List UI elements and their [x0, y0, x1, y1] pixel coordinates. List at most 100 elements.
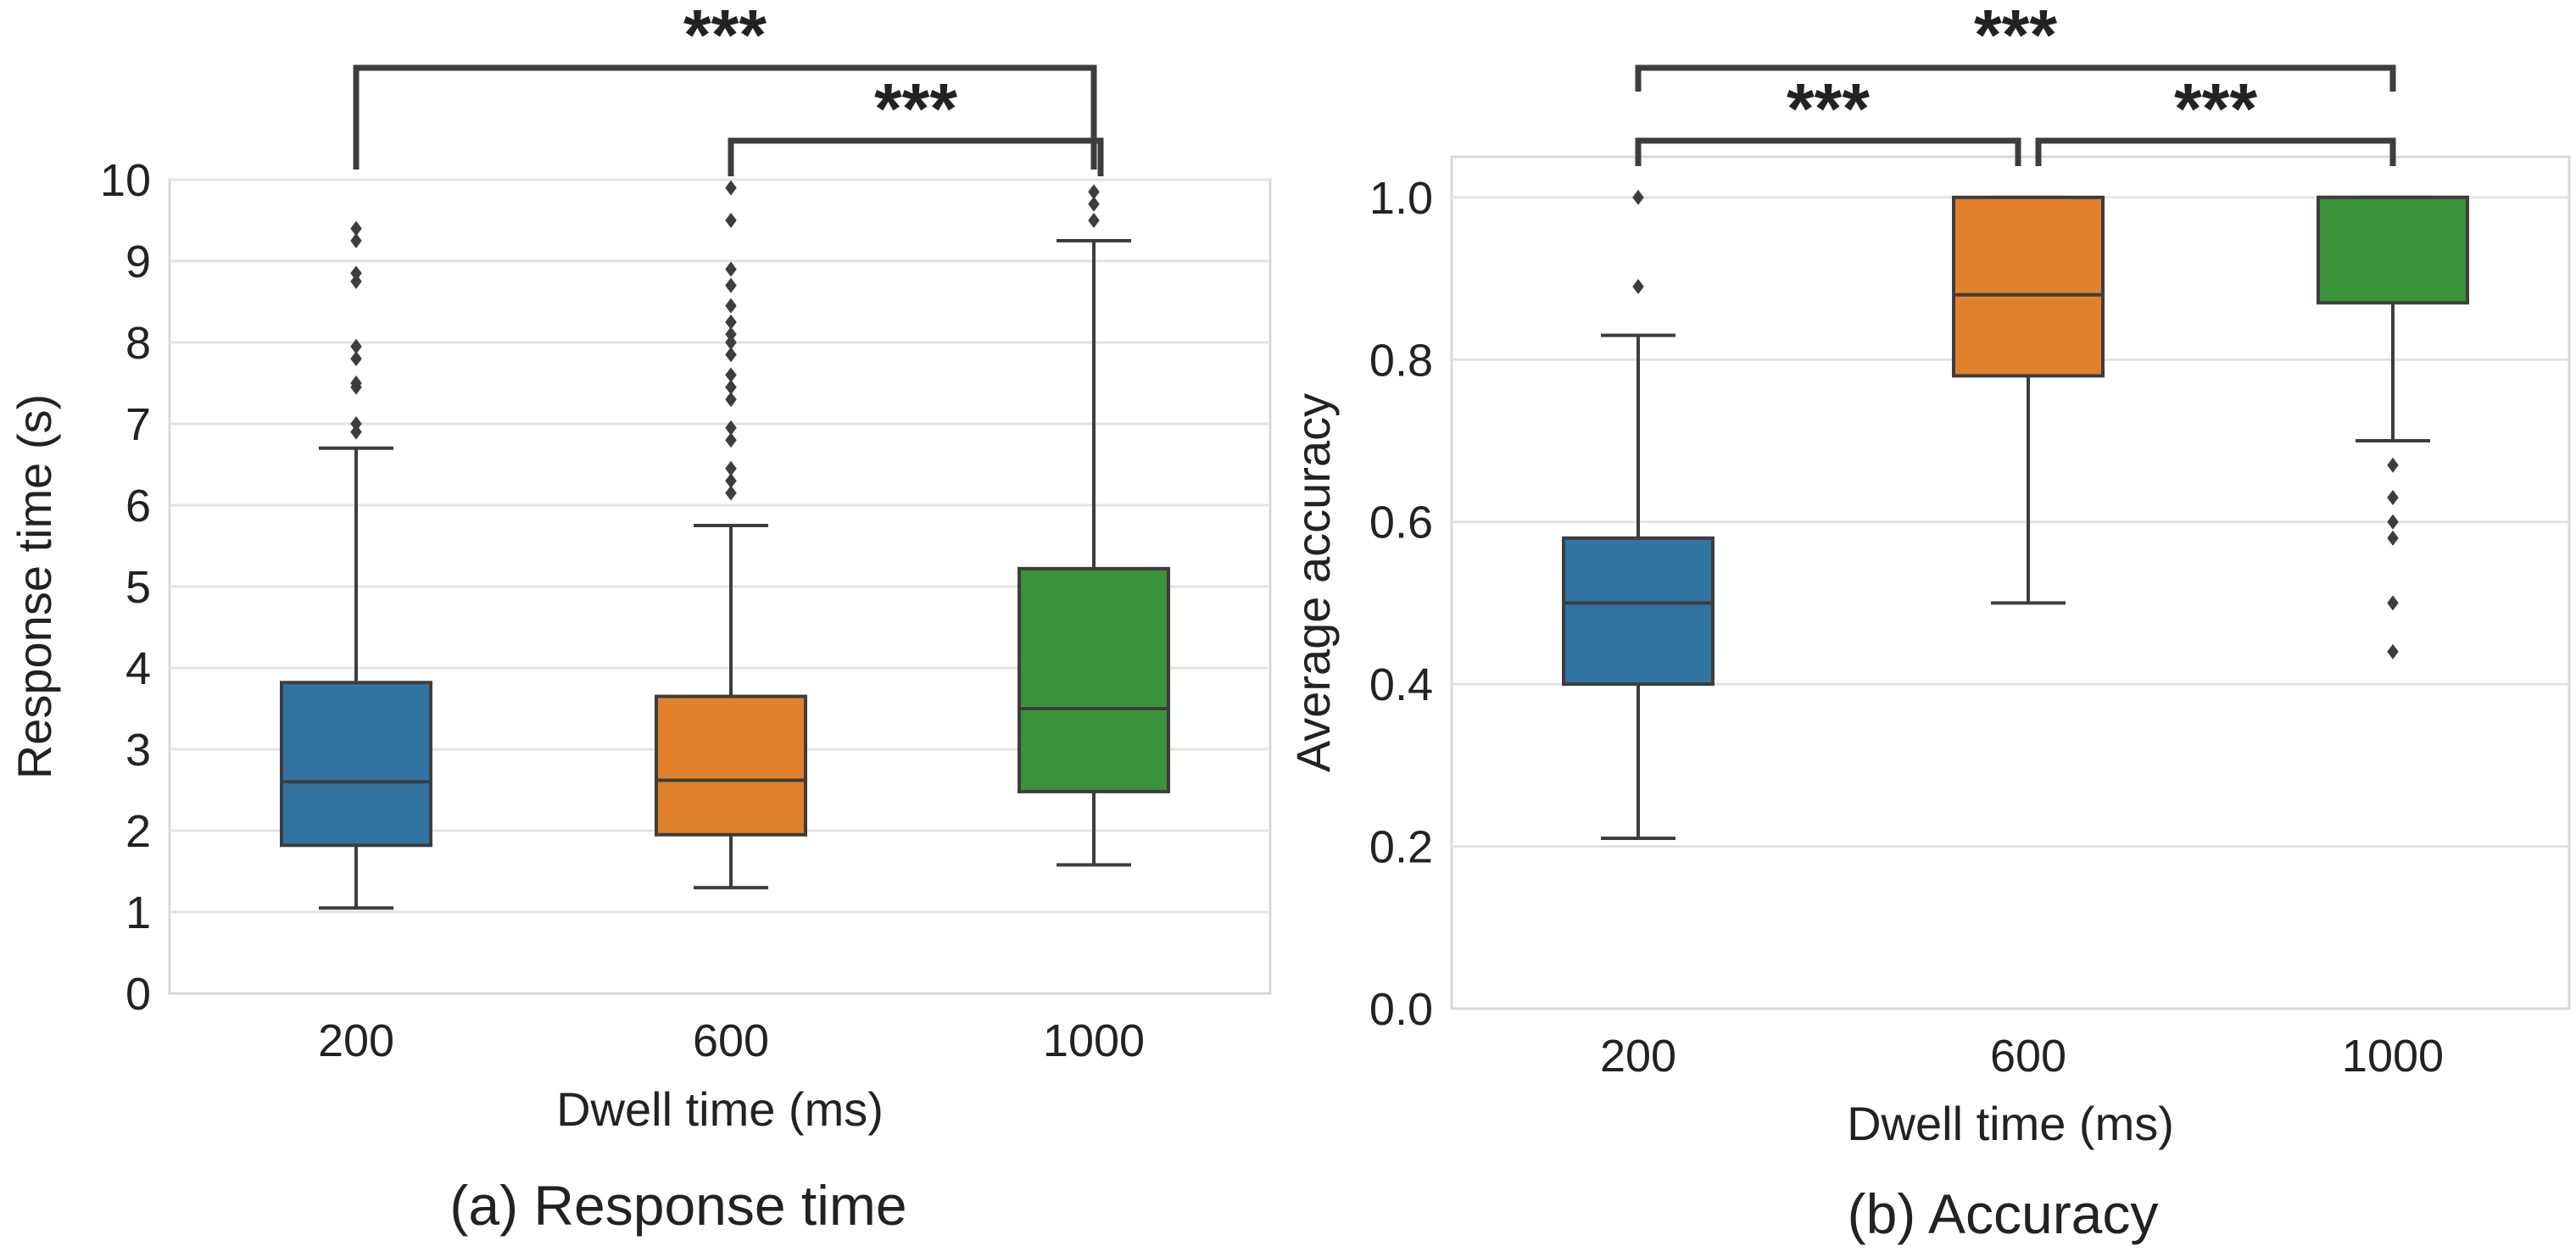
- outlier-point: [1088, 184, 1100, 200]
- bracket-line: [1635, 137, 2021, 166]
- outlier-point: [725, 314, 737, 330]
- significance-bracket: ***: [1635, 0, 2396, 92]
- x-tick-label: 600: [693, 1015, 769, 1066]
- x-tick-label: 200: [1600, 1031, 1676, 1082]
- outlier-point: [725, 420, 737, 436]
- y-tick-label: 0: [125, 969, 151, 1020]
- y-tick-label: 4: [125, 643, 151, 694]
- significance-bracket: ***: [1635, 69, 2021, 166]
- box-200: [280, 220, 432, 910]
- box-series: [1562, 189, 2469, 840]
- outlier-point: [725, 485, 737, 501]
- outlier-point: [350, 265, 362, 281]
- significance-label: ***: [874, 69, 957, 148]
- y-tick-label: 9: [125, 236, 151, 287]
- x-tick-label: 1000: [1043, 1015, 1145, 1066]
- outlier-point: [2387, 490, 2399, 505]
- outlier-point: [725, 347, 737, 363]
- outlier-point: [725, 298, 737, 314]
- outlier-point: [725, 261, 737, 277]
- y-tick-label: 5: [125, 562, 151, 613]
- outlier-point: [350, 375, 362, 391]
- y-tick-label: 0.0: [1369, 984, 1433, 1035]
- significance-label: ***: [1974, 0, 2057, 75]
- significance-label: ***: [683, 0, 767, 75]
- outlier-point: [1088, 196, 1100, 212]
- panel-caption: (b) Accuracy: [1848, 1182, 2159, 1245]
- significance-bracket: ***: [2035, 69, 2396, 166]
- y-axis-title: Response time (s): [8, 394, 61, 779]
- x-tick-label: 1000: [2342, 1031, 2444, 1082]
- y-axis-title: Average accuracy: [1286, 393, 1340, 772]
- box-600: [1952, 195, 2105, 605]
- box-1000: [2317, 195, 2469, 659]
- y-tick-label: 1: [125, 887, 151, 938]
- significance-bracket: ***: [728, 69, 1104, 176]
- outlier-point: [725, 432, 737, 448]
- outlier-point: [1088, 213, 1100, 228]
- bracket-line: [1635, 64, 2396, 92]
- x-tick-label: 200: [318, 1015, 394, 1066]
- outlier-point: [2387, 530, 2399, 546]
- outlier-point: [725, 277, 737, 293]
- x-tick-labels: 200 600 1000: [318, 1015, 1145, 1066]
- y-tick-label: 0.4: [1369, 659, 1433, 710]
- outlier-point: [1632, 279, 1644, 295]
- panel-accuracy: 0.0 0.2 0.4 0.6 0.8 1.0 200 600 1000 *** *** *** …: [1286, 0, 2571, 1245]
- outlier-point: [725, 367, 737, 383]
- bracket-line: [728, 137, 1104, 176]
- outlier-point: [350, 424, 362, 440]
- bracket-line: [353, 64, 1097, 170]
- outlier-point: [1632, 189, 1644, 205]
- outlier-point: [350, 233, 362, 248]
- outlier-point: [350, 338, 362, 354]
- y-tick-label: 8: [125, 318, 151, 369]
- outlier-point: [725, 326, 737, 342]
- significance-brackets: *** *** ***: [1635, 0, 2396, 166]
- y-tick-labels: 0.0 0.2 0.4 0.6 0.8 1.0: [1369, 173, 1433, 1035]
- box-200: [1562, 189, 1715, 840]
- plot-area-frame: [1450, 155, 2571, 1010]
- x-tick-labels: 200 600 1000: [1600, 1031, 2444, 1082]
- y-tick-label: 7: [125, 399, 151, 450]
- x-axis-title: Dwell time (ms): [1847, 1097, 2174, 1150]
- box-iqr: [655, 694, 807, 837]
- box-iqr: [1018, 566, 1170, 793]
- panel-response-time: 0 1 2 3 4 5 6 7 8 9 10 200 600 1000 *** *** Response …: [8, 0, 1272, 1237]
- outlier-point: [725, 180, 737, 196]
- significance-label: ***: [2174, 69, 2257, 148]
- outlier-point: [725, 335, 737, 350]
- box-600: [655, 180, 807, 890]
- x-tick-label: 600: [1990, 1031, 2066, 1082]
- outlier-point: [725, 473, 737, 489]
- outlier-point: [725, 460, 737, 476]
- y-tick-label: 2: [125, 806, 151, 857]
- outlier-point: [350, 274, 362, 289]
- box-iqr: [280, 681, 432, 848]
- outlier-point: [350, 416, 362, 431]
- outlier-point: [725, 213, 737, 228]
- outlier-point: [725, 379, 737, 395]
- outlier-point: [2387, 643, 2399, 659]
- y-tick-label: 0.6: [1369, 498, 1433, 548]
- outlier-point: [350, 351, 362, 367]
- box-iqr: [1562, 536, 1715, 687]
- y-tick-label: 0.8: [1369, 335, 1433, 386]
- box-iqr: [2317, 195, 2469, 305]
- box-series: [280, 180, 1170, 910]
- significance-bracket: ***: [353, 0, 1097, 170]
- outlier-point: [2387, 514, 2399, 530]
- significance-brackets: *** ***: [353, 0, 1104, 176]
- x-axis-title: Dwell time (ms): [556, 1082, 884, 1136]
- box-1000: [1018, 184, 1170, 867]
- outlier-point: [725, 392, 737, 408]
- outlier-point: [2387, 457, 2399, 473]
- y-tick-label: 3: [125, 725, 151, 776]
- y-tick-label: 10: [100, 155, 151, 206]
- significance-label: ***: [1787, 69, 1870, 148]
- y-tick-label: 0.2: [1369, 822, 1433, 873]
- bracket-line: [2035, 137, 2396, 166]
- y-tick-labels: 0 1 2 3 4 5 6 7 8 9 10: [100, 155, 151, 1020]
- outlier-point: [350, 220, 362, 236]
